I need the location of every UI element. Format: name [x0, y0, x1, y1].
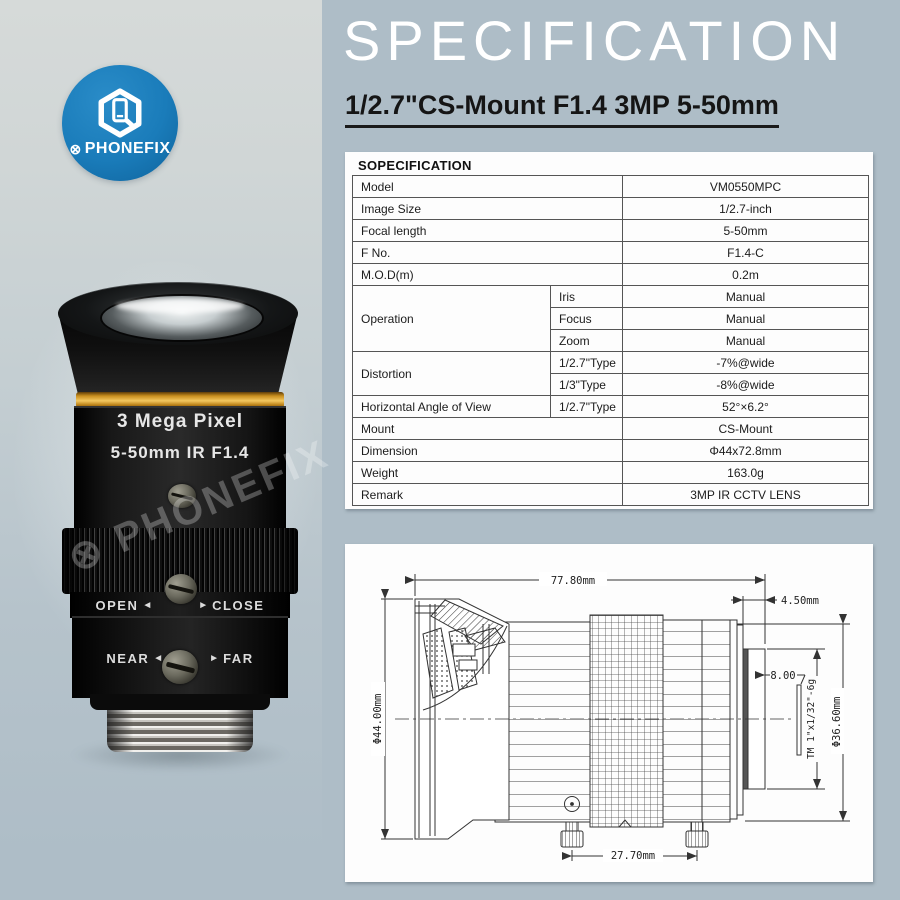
dim-mount-length-label: 4.50mm [781, 595, 819, 607]
spec-table-body: Model VM0550MPC Image Size 1/2.7-inch Focal … [352, 175, 869, 506]
spec-value-cell: 5-50mm [622, 219, 869, 242]
iris-ring-label: OPEN ◄ ► CLOSE [62, 598, 298, 613]
triangle-right-icon: ► [209, 653, 220, 664]
spec-row: Mount CS-Mount [352, 417, 869, 440]
spec-label-cell: Dimension [352, 439, 623, 462]
spec-sub-cell: 1/2.7"Type [550, 351, 623, 374]
focus-far-label: FAR [223, 651, 254, 666]
spec-label-cell: Focal length [352, 219, 623, 242]
set-screw-icon [168, 484, 196, 508]
spec-sub-cell: Zoom [550, 329, 623, 352]
spec-sub-cell: 1/3"Type [550, 373, 623, 396]
logo-wordmark: ⊗ PHONEFIX [69, 140, 170, 158]
circled-x-icon: ⊗ [69, 140, 82, 157]
spec-value-cell: 1/2.7-inch [622, 197, 869, 220]
spec-value-cell: -8%@wide [622, 373, 869, 396]
triangle-left-icon: ◄ [142, 600, 153, 611]
brand-logo: ⊗ PHONEFIX [62, 65, 178, 181]
spec-label-cell: Mount [352, 417, 623, 440]
spec-value-cell: F1.4-C [622, 241, 869, 264]
mount-step [90, 694, 270, 710]
triangle-right-icon: ► [198, 600, 209, 611]
spec-row: Weight 163.0g [352, 461, 869, 484]
spec-row: Model VM0550MPC [352, 175, 869, 198]
gold-ring [76, 392, 284, 408]
spec-row: Zoom Manual [353, 329, 869, 352]
spec-label-cell: Image Size [352, 197, 623, 220]
spec-row: Horizontal Angle of View 1/2.7"Type 52°×6.… [352, 395, 869, 418]
lens-barrel [74, 406, 286, 534]
spec-label-cell: Horizontal Angle of View [352, 395, 551, 418]
dim-mount-diameter-label: Φ36.60mm [831, 697, 843, 748]
spec-value-cell: Φ44x72.8mm [622, 439, 869, 462]
spec-value-cell: Manual [622, 285, 869, 308]
logo-name: PHONEFIX [84, 140, 171, 157]
page-subtitle: 1/2.7"CS-Mount F1.4 3MP 5-50mm [345, 90, 779, 128]
lens-glass-glare [116, 299, 244, 313]
spec-label-cell: Remark [352, 483, 623, 506]
lens-label-megapixel: 3 Mega Pixel [116, 411, 244, 432]
spec-row: Dimension Φ44x72.8mm [352, 439, 869, 462]
spec-sub-cell: 1/2.7"Type [550, 395, 623, 418]
spec-label-cell: Operation [352, 285, 551, 352]
spec-row: F No. F1.4-C [352, 241, 869, 264]
thread-spec-label: TM 1"x1/32"-6g [806, 679, 817, 759]
spec-value-cell: Manual [622, 329, 869, 352]
page-title: SPECIFICATION [343, 9, 847, 72]
focus-near-label: NEAR [106, 651, 150, 666]
lens-label-focal: 5-50mm IR F1.4 [110, 443, 250, 462]
iris-close-label: CLOSE [212, 598, 265, 613]
spec-row: Operation Iris Manual [352, 285, 869, 352]
iris-open-label: OPEN [95, 598, 139, 613]
spec-value-cell: Manual [622, 307, 869, 330]
spec-value-cell: CS-Mount [622, 417, 869, 440]
spec-table-heading: SOPECIFICATION [358, 158, 472, 173]
diagram-linework [371, 572, 850, 862]
spec-row: Image Size 1/2.7-inch [352, 197, 869, 220]
spec-row: Remark 3MP IR CCTV LENS [352, 483, 869, 506]
mount-threads [107, 710, 253, 752]
spec-value-cell: 52°×6.2° [622, 395, 869, 418]
spec-panel: SOPECIFICATION Model VM0550MPC Image Size 1… [345, 152, 873, 509]
spec-value-cell: -7%@wide [622, 351, 869, 374]
phonefix-hexagon-icon [98, 88, 142, 138]
spec-row: Distortion 1/2.7"Type -7%@wide [352, 351, 869, 396]
triangle-left-icon: ◄ [153, 653, 164, 664]
spec-sub-cell: Focus [550, 307, 623, 330]
focus-ring-label: NEAR ◄ ► FAR [62, 651, 298, 666]
spec-value-cell: 163.0g [622, 461, 869, 484]
spec-label-cell: M.O.D(m) [352, 263, 623, 286]
lens-diagram: 77.80mm 4.50mm 8.00 TM 1"x1/32"-6g Φ36.6… [371, 572, 850, 862]
spec-label-cell: Distortion [352, 351, 551, 396]
spec-value-cell: 0.2m [622, 263, 869, 286]
focus-screw-icon [162, 650, 198, 684]
iris-screw-icon [165, 574, 197, 604]
spec-sub-cell: Iris [550, 285, 623, 308]
spec-label-cell: Model [352, 175, 623, 198]
dim-total-length-label: 77.80mm [551, 575, 595, 587]
spec-value-cell: VM0550MPC [622, 175, 869, 198]
dim-body-diameter-label: Φ44.00mm [372, 694, 384, 745]
spec-row: Focus Manual [353, 307, 869, 330]
dim-pitch-label: 8.00 [770, 670, 795, 682]
spec-label-cell: Weight [352, 461, 623, 484]
spec-row: 1/3"Type -8%@wide [353, 373, 869, 396]
spec-row: Focal length 5-50mm [352, 219, 869, 242]
spec-table: Model VM0550MPC Image Size 1/2.7-inch Focal … [352, 175, 869, 506]
drawing-panel: 77.80mm 4.50mm 8.00 TM 1"x1/32"-6g Φ36.6… [345, 544, 873, 882]
spec-label-cell: F No. [352, 241, 623, 264]
spec-value-cell: 3MP IR CCTV LENS [622, 483, 869, 506]
dim-screw-span-label: 27.70mm [611, 850, 655, 862]
spec-row: M.O.D(m) 0.2m [352, 263, 869, 286]
